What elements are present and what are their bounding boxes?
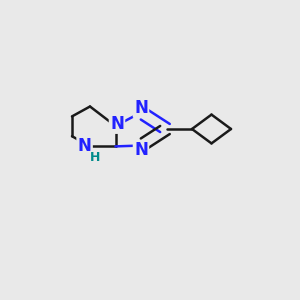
Text: N: N — [134, 99, 148, 117]
Text: H: H — [90, 151, 100, 164]
Text: N: N — [78, 137, 92, 155]
Text: N: N — [110, 115, 124, 133]
Text: N: N — [134, 141, 148, 159]
